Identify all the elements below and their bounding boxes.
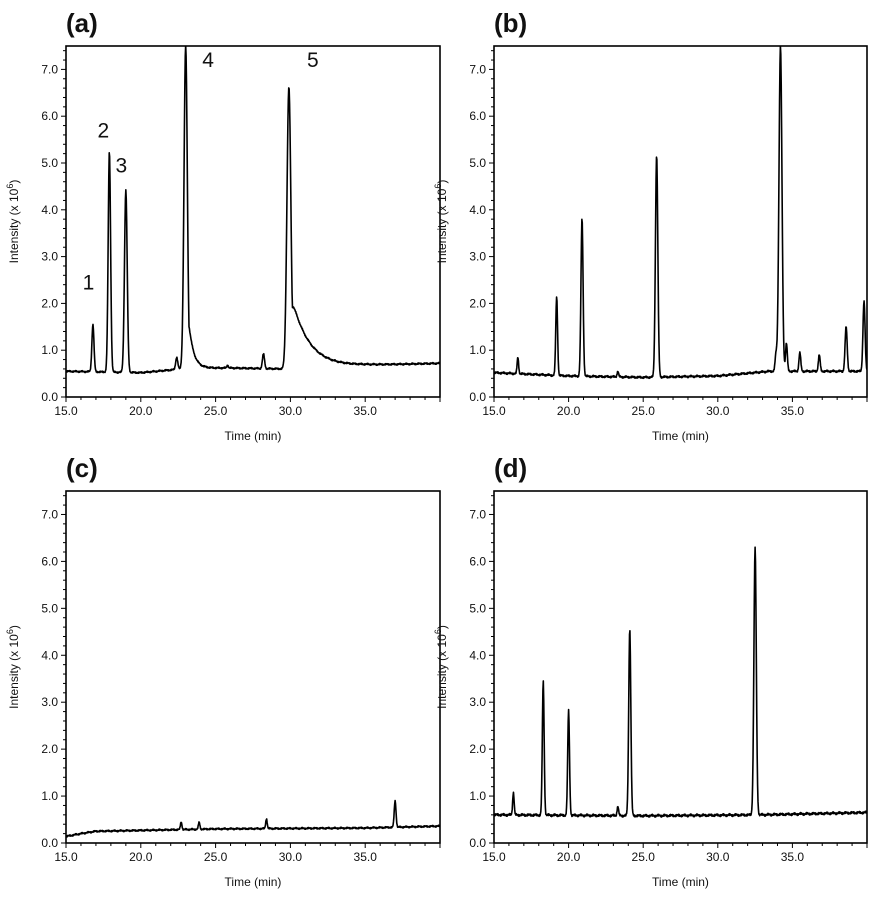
y-tick-label: 7.0 [469,507,486,521]
x-tick-label: 35.0 [781,850,805,864]
y-tick-label: 4.0 [469,648,486,662]
x-tick-label: 30.0 [279,850,303,864]
chromatogram-trace-b [494,46,867,380]
y-tick-label: 0.0 [469,390,486,404]
chromatogram-trace-d [494,546,867,818]
peak-number-label: 3 [116,154,128,177]
y-tick-label: 5.0 [469,156,486,170]
plot-frame-c [65,490,441,844]
y-tick-label: 5.0 [41,156,58,170]
chart-panel-b: (b) 15.0 20.0 25.0 30.0 35.0 0.0 1.0 2.0 3.0 4.0 5.… [433,8,868,443]
x-axis-title: Time (min) [225,429,282,443]
y-tick-label: 6.0 [469,109,486,123]
peak-number-label: 5 [307,49,319,72]
x-tick-label: 35.0 [354,404,378,418]
y-tick-label: 7.0 [41,62,58,76]
y-tick-label: 6.0 [41,554,58,568]
x-tick-label: 25.0 [204,850,228,864]
y-tick-label: 4.0 [41,203,58,217]
x-tick-label: 20.0 [557,850,581,864]
y-tick-label: 6.0 [469,554,486,568]
y-tick-label: 0.0 [41,836,58,850]
y-tick-label: 3.0 [469,250,486,264]
y-tick-label: 0.0 [469,836,486,850]
y-axis-title: Intensity (x 106) [5,625,21,709]
plot-frame-d [493,490,868,844]
x-tick-label: 15.0 [54,850,78,864]
chart-panel-a: (a) 15.0 20.0 25.0 30.0 35.0 0.0 1.0 2.0 3.0 4.0 5.… [5,8,441,443]
peak-number-label: 2 [98,119,110,142]
y-tick-label: 1.0 [41,343,58,357]
x-tick-label: 15.0 [482,850,506,864]
y-axis-title: Intensity (x 106) [433,625,449,709]
y-tick-label: 2.0 [469,296,486,310]
y-tick-label: 1.0 [469,789,486,803]
y-tick-label: 0.0 [41,390,58,404]
y-tick-label: 2.0 [41,742,58,756]
x-axis-title: Time (min) [652,875,709,889]
x-tick-label: 35.0 [354,850,378,864]
x-tick-label: 25.0 [204,404,228,418]
x-tick-label: 25.0 [632,850,656,864]
y-tick-label: 7.0 [41,507,58,521]
panel-label-c: (c) [66,453,98,483]
peak-number-label: 1 [83,271,95,294]
x-tick-label: 35.0 [781,404,805,418]
y-tick-label: 3.0 [469,695,486,709]
y-tick-label: 2.0 [41,296,58,310]
panel-label-a: (a) [66,8,98,38]
y-tick-label: 7.0 [469,62,486,76]
x-tick-label: 30.0 [706,404,730,418]
x-tick-label: 20.0 [129,850,153,864]
x-axis-title: Time (min) [652,429,709,443]
y-tick-label: 6.0 [41,109,58,123]
y-tick-label: 4.0 [469,203,486,217]
y-tick-label: 3.0 [41,695,58,709]
peak-number-label: 4 [202,49,214,72]
chromatogram-trace-a [66,46,440,375]
y-tick-label: 5.0 [469,601,486,615]
chart-panel-c: (c) 15.0 20.0 25.0 30.0 35.0 0.0 1.0 2.0 3.0 4.0 5.… [5,453,441,889]
chromatogram-trace-c [66,799,440,838]
x-tick-label: 20.0 [129,404,153,418]
y-tick-label: 2.0 [469,742,486,756]
y-axis-title: Intensity (x 106) [433,180,449,264]
panel-label-d: (d) [494,453,527,483]
x-tick-label: 15.0 [54,404,78,418]
chart-panel-d: (d) 15.0 20.0 25.0 30.0 35.0 0.0 1.0 2.0 3.0 4.0 5.… [433,453,868,889]
y-axis-title: Intensity (x 106) [5,180,21,264]
x-tick-label: 30.0 [279,404,303,418]
x-tick-label: 30.0 [706,850,730,864]
plot-frame-b [493,45,868,398]
y-tick-label: 1.0 [41,789,58,803]
y-tick-label: 3.0 [41,250,58,264]
x-axis-title: Time (min) [225,875,282,889]
y-tick-label: 1.0 [469,343,486,357]
x-tick-label: 25.0 [632,404,656,418]
y-tick-label: 4.0 [41,648,58,662]
plot-frame-a [65,45,441,398]
panel-label-b: (b) [494,8,527,38]
x-tick-label: 20.0 [557,404,581,418]
x-tick-label: 15.0 [482,404,506,418]
y-tick-label: 5.0 [41,601,58,615]
